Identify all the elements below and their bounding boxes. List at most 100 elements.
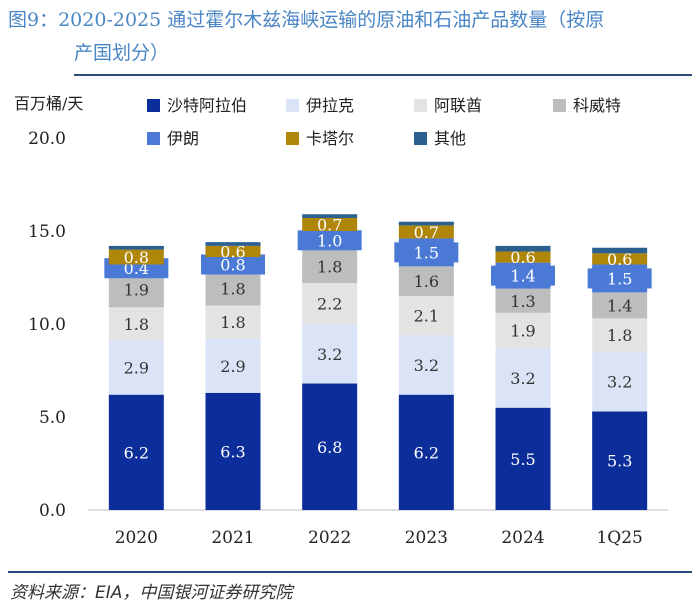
bar-segment [302, 214, 358, 218]
value-label: 0.6 [510, 248, 535, 267]
bar-segment [495, 312, 551, 349]
value-label: 6.8 [317, 438, 342, 457]
value-label-box [587, 268, 652, 289]
legend-label: 伊朗 [167, 129, 199, 148]
value-label: 1.0 [317, 231, 342, 250]
y-tick-label: 15.0 [28, 222, 66, 242]
value-label: 1.8 [607, 326, 632, 345]
bar-segment [592, 318, 648, 352]
value-label: 2.9 [220, 357, 245, 376]
bar-segment [592, 292, 648, 319]
legend-label: 其他 [434, 129, 466, 148]
value-label: 1.4 [510, 267, 535, 286]
value-label: 1.6 [414, 272, 439, 291]
x-tick-label: 2021 [211, 528, 254, 548]
value-label: 0.7 [317, 215, 342, 234]
bar-segment [302, 324, 358, 384]
bar-segment [302, 217, 358, 231]
legend-label: 阿联酋 [434, 96, 482, 115]
value-label-box [491, 265, 555, 286]
value-label: 1.5 [607, 269, 632, 288]
bar-segment [592, 351, 648, 412]
bar-segment [108, 245, 164, 250]
legend-swatch [147, 99, 160, 112]
chart-title: 图9：2020-2025 通过霍尔木兹海峡运输的原油和石油产品数量（按原 产国划… [8, 4, 698, 70]
bar-segment [592, 411, 648, 510]
chart-title-line2: 产国划分） [74, 42, 170, 64]
value-label: 5.3 [607, 452, 632, 471]
bar-segment [495, 251, 551, 263]
bar-segment [108, 340, 164, 395]
x-tick-label: 2023 [405, 528, 448, 548]
bar-segment [302, 283, 358, 324]
value-label: 1.4 [607, 296, 632, 315]
bars: 6.22.91.81.90.40.820206.32.91.81.80.80.6… [104, 214, 652, 548]
legend-swatch [147, 132, 160, 145]
value-label: 2.2 [317, 295, 342, 314]
bar-segment [495, 245, 551, 252]
x-tick-label: 2020 [115, 528, 158, 548]
x-tick-label: 2022 [308, 528, 351, 548]
bar-segment [205, 245, 261, 258]
bar-segment [495, 348, 551, 408]
value-label: 1.9 [124, 281, 149, 300]
value-label: 1.8 [317, 257, 342, 276]
y-axis-label: 百万桶/天 [14, 94, 83, 113]
y-tick-label: 0.0 [39, 501, 66, 521]
legend-swatch [414, 132, 427, 145]
title-divider [74, 74, 692, 76]
bar-segment [205, 392, 261, 510]
legend-label: 伊拉克 [306, 96, 354, 115]
bar-segment [398, 394, 454, 510]
bar-segment [205, 271, 261, 306]
legend-label: 卡塔尔 [306, 129, 354, 148]
bar-segment [398, 266, 454, 297]
value-label: 0.8 [124, 248, 149, 267]
bar-segment [592, 253, 648, 265]
bar-segment [398, 296, 454, 336]
value-label: 6.2 [124, 443, 149, 462]
bar-segment [108, 307, 164, 341]
value-label: 3.2 [414, 356, 439, 375]
legend-label: 沙特阿拉伯 [167, 96, 247, 115]
bar-segment [205, 305, 261, 339]
value-label: 0.6 [607, 250, 632, 269]
value-label: 3.2 [510, 369, 535, 388]
bar-segment [495, 288, 551, 313]
value-label-box [297, 230, 362, 251]
value-label: 6.3 [220, 442, 245, 461]
value-label: 6.2 [414, 443, 439, 462]
bar-segment [398, 335, 454, 395]
value-label: 5.5 [510, 450, 535, 469]
legend-swatch [286, 99, 299, 112]
y-tick-label: 20.0 [28, 129, 66, 149]
legend-swatch [553, 99, 566, 112]
bar-segment [495, 407, 551, 510]
x-tick-label: 1Q25 [596, 528, 642, 548]
value-label: 0.6 [220, 242, 245, 261]
bar-segment [108, 394, 164, 510]
value-label-box [394, 242, 459, 263]
axes: 0.0 5.0 10.0 15.0 20.0 [28, 129, 668, 521]
x-tick-label: 2024 [501, 528, 544, 548]
source-note: 资料来源：EIA，中国银河证券研究院 [10, 583, 293, 603]
value-label: 1.8 [220, 313, 245, 332]
bar-segment [302, 249, 358, 284]
legend-swatch [414, 99, 427, 112]
bar-segment [398, 225, 454, 239]
chart-title-line1: 图9：2020-2025 通过霍尔木兹海峡运输的原油和石油产品数量（按原 [8, 9, 605, 31]
value-label: 0.8 [220, 255, 245, 274]
value-label: 1.8 [124, 315, 149, 334]
value-label: 1.3 [510, 292, 535, 311]
legend-swatch [286, 132, 299, 145]
value-label: 1.5 [414, 243, 439, 262]
y-tick-label: 5.0 [39, 408, 66, 428]
value-label: 3.2 [317, 345, 342, 364]
bar-segment [205, 338, 261, 393]
bar-segment [398, 221, 454, 226]
value-label-box [201, 254, 265, 275]
bar-segment [205, 242, 261, 246]
value-label: 1.9 [510, 322, 535, 341]
